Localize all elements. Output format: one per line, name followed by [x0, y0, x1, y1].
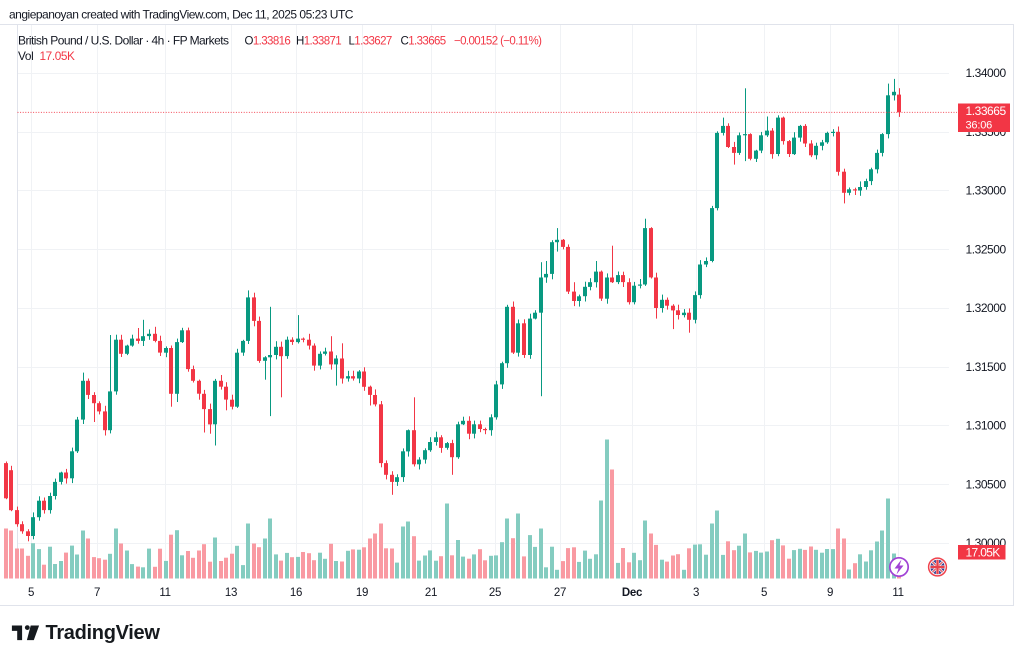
svg-text:H1.33871: H1.33871 — [296, 36, 341, 48]
svg-text:C1.33665: C1.33665 — [401, 36, 446, 48]
svg-text:L1.33627: L1.33627 — [349, 36, 392, 48]
svg-text:17.05K: 17.05K — [966, 545, 1001, 559]
svg-text:13: 13 — [225, 587, 237, 599]
svg-text:21: 21 — [425, 587, 437, 599]
svg-text:36:06: 36:06 — [966, 119, 993, 131]
svg-text:Dec: Dec — [622, 587, 643, 599]
svg-text:3: 3 — [693, 587, 699, 599]
svg-text:1.33665: 1.33665 — [966, 104, 1007, 118]
svg-text:TradingView: TradingView — [46, 622, 161, 644]
svg-text:17.05K: 17.05K — [40, 49, 76, 63]
svg-text:25: 25 — [489, 587, 501, 599]
svg-text:27: 27 — [554, 587, 566, 599]
svg-text:−0.00152 (−0.11%): −0.00152 (−0.11%) — [454, 36, 542, 48]
svg-text:British Pound / U.S. Dollar ·: British Pound / U.S. Dollar · 4h · FP Ma… — [18, 34, 229, 48]
svg-text:1.32000: 1.32000 — [966, 301, 1007, 315]
svg-text:9: 9 — [827, 587, 833, 599]
svg-text:1.31500: 1.31500 — [966, 360, 1007, 374]
svg-text:11: 11 — [892, 587, 903, 599]
svg-text:11: 11 — [159, 587, 170, 599]
svg-text:Vol: Vol — [18, 49, 34, 63]
svg-text:1.30500: 1.30500 — [966, 478, 1007, 492]
svg-text:7: 7 — [94, 587, 100, 599]
svg-text:19: 19 — [356, 587, 368, 599]
svg-text:1.34000: 1.34000 — [966, 66, 1007, 80]
svg-text:O1.33816: O1.33816 — [245, 36, 291, 48]
svg-text:angiepanoyan created with Trad: angiepanoyan created with TradingView.co… — [9, 8, 354, 22]
svg-text:1.32500: 1.32500 — [966, 243, 1007, 257]
svg-text:5: 5 — [28, 587, 34, 599]
svg-text:1.31000: 1.31000 — [966, 419, 1007, 433]
svg-text:16: 16 — [290, 587, 302, 599]
svg-text:1.33000: 1.33000 — [966, 184, 1007, 198]
svg-text:5: 5 — [761, 587, 767, 599]
